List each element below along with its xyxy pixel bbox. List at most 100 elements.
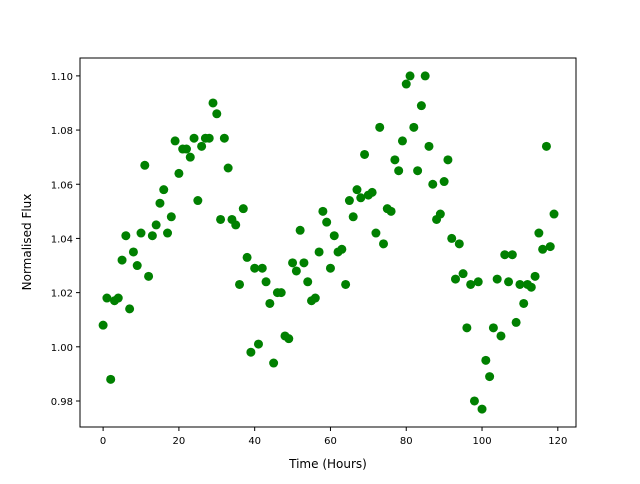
data-point	[212, 109, 222, 119]
data-point	[174, 168, 184, 178]
y-tick-label: 1.00	[51, 343, 73, 354]
data-point	[367, 187, 377, 197]
data-point	[462, 323, 472, 333]
data-point	[98, 320, 108, 330]
data-point	[193, 196, 203, 206]
data-point	[238, 204, 248, 214]
data-point	[314, 247, 324, 257]
data-point	[485, 372, 495, 382]
data-point	[530, 271, 540, 281]
x-tick-label: 20	[173, 436, 186, 447]
data-point	[197, 141, 207, 151]
data-point	[488, 323, 498, 333]
data-point	[132, 261, 142, 271]
data-point	[356, 193, 366, 203]
data-point	[216, 214, 226, 224]
y-tick-label: 1.08	[51, 126, 73, 137]
data-point	[155, 198, 165, 208]
x-tick-label: 60	[324, 436, 337, 447]
x-axis-label: Time (Hours)	[288, 457, 367, 471]
data-point	[352, 185, 362, 195]
data-point	[420, 71, 430, 81]
data-point	[428, 179, 438, 189]
data-point	[439, 177, 449, 187]
data-point	[443, 155, 453, 165]
data-point	[253, 339, 263, 349]
data-point	[496, 331, 506, 341]
data-point	[371, 228, 381, 238]
data-point	[242, 252, 252, 262]
data-point	[481, 355, 491, 365]
data-point	[466, 279, 476, 289]
data-points	[98, 71, 559, 414]
data-point	[435, 209, 445, 219]
data-point	[469, 396, 479, 406]
data-point	[102, 293, 112, 303]
data-point	[136, 228, 146, 238]
data-point	[447, 233, 457, 243]
data-point	[519, 298, 529, 308]
data-point	[541, 141, 551, 151]
y-tick-label: 1.02	[51, 289, 73, 300]
data-point	[348, 212, 358, 222]
data-point	[181, 144, 191, 154]
x-tick-label: 120	[548, 436, 567, 447]
data-point	[166, 212, 176, 222]
data-point	[477, 404, 487, 414]
y-axis-ticks: 0.98 1.00 1.02 1.04 1.06 1.08 1.10	[51, 72, 80, 408]
data-point	[507, 250, 517, 260]
data-point	[454, 239, 464, 249]
data-point	[344, 196, 354, 206]
data-point	[113, 293, 123, 303]
data-point	[405, 71, 415, 81]
data-point	[318, 206, 328, 216]
data-point	[284, 334, 294, 344]
data-point	[549, 209, 559, 219]
data-point	[295, 225, 305, 235]
data-point	[303, 277, 313, 287]
x-axis-ticks: 0 20 40 60 80 100 120	[100, 427, 567, 447]
data-point	[451, 274, 461, 284]
data-point	[390, 155, 400, 165]
data-point	[276, 288, 286, 298]
data-point	[526, 282, 536, 292]
data-point	[394, 166, 404, 176]
data-point	[416, 101, 426, 111]
data-point	[265, 298, 275, 308]
data-point	[291, 266, 301, 276]
data-point	[534, 228, 544, 238]
data-point	[511, 317, 521, 327]
data-point	[538, 244, 548, 254]
y-axis-label: Normalised Flux	[20, 194, 34, 291]
data-point	[257, 263, 267, 273]
data-point	[163, 228, 173, 238]
data-point	[159, 185, 169, 195]
data-point	[185, 152, 195, 162]
data-point	[269, 358, 279, 368]
data-point	[223, 163, 233, 173]
y-tick-label: 0.98	[51, 397, 73, 408]
x-tick-label: 40	[248, 436, 261, 447]
data-point	[288, 258, 298, 268]
data-point	[504, 277, 514, 287]
data-point	[413, 166, 423, 176]
data-point	[117, 255, 127, 265]
data-point	[144, 271, 154, 281]
data-point	[151, 220, 161, 230]
data-point	[121, 231, 131, 241]
data-point	[219, 133, 229, 143]
data-point	[515, 279, 525, 289]
data-point	[147, 231, 157, 241]
data-point	[492, 274, 502, 284]
data-point	[329, 231, 339, 241]
data-point	[325, 263, 335, 273]
data-point	[409, 122, 419, 132]
data-point	[189, 133, 199, 143]
data-point	[341, 279, 351, 289]
data-point	[106, 374, 116, 384]
y-tick-label: 1.10	[51, 72, 73, 83]
data-point	[397, 136, 407, 146]
data-point	[231, 220, 241, 230]
data-point	[401, 79, 411, 89]
